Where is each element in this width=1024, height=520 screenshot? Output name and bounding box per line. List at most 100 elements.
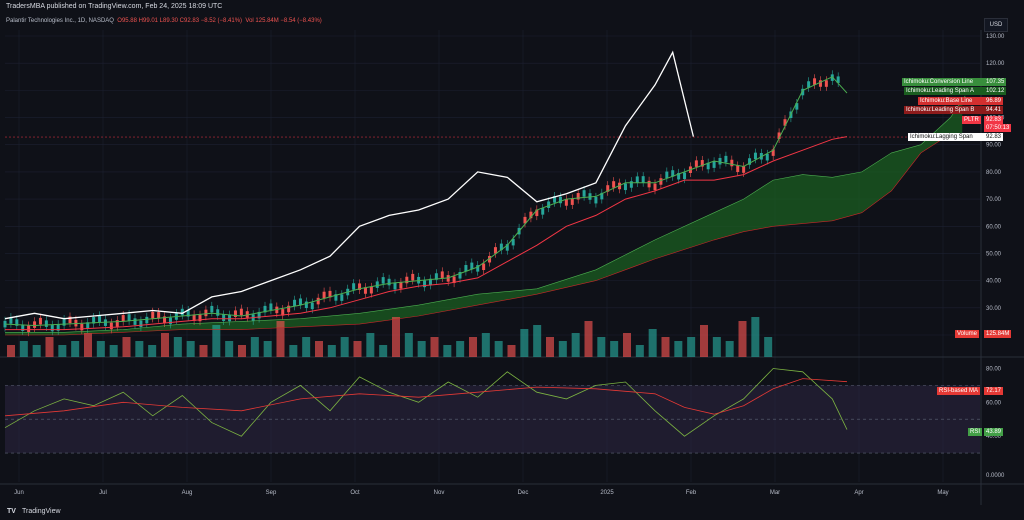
volume-bar <box>494 341 503 357</box>
candle-body <box>694 160 698 167</box>
x-tick-label: Dec <box>518 490 529 496</box>
publisher-bar: TradersMBA published on TradingView.com,… <box>0 0 1024 14</box>
candle-body <box>677 172 681 180</box>
volume-value: 125.84M <box>984 330 1012 338</box>
candle-body <box>168 317 172 325</box>
candle-body <box>411 273 415 281</box>
candle-body <box>476 265 480 272</box>
chart-canvas[interactable]: 130.00120.00110.00100.0090.0080.0070.006… <box>0 0 1024 505</box>
volume-bar <box>430 337 439 357</box>
candle-body <box>263 305 267 313</box>
candle-body <box>505 244 509 251</box>
lagging-span-tag: Ichimoku:Lagging Span <box>908 133 984 141</box>
candle-body <box>109 322 113 330</box>
candle-body <box>98 315 102 322</box>
x-tick-label: Jun <box>14 490 24 496</box>
candle-body <box>186 310 190 317</box>
candle-body <box>641 176 645 183</box>
candle-body <box>216 309 220 316</box>
volume-bar <box>469 337 477 357</box>
footer-brand: TradingView <box>22 508 61 515</box>
candle-body <box>151 311 155 319</box>
x-tick-label: Mar <box>770 490 780 496</box>
volume-bar <box>161 333 169 357</box>
candle-body <box>334 294 338 301</box>
candle-body <box>753 152 757 160</box>
volume-bar <box>225 341 234 357</box>
span-a-tag: Ichimoku:Leading Span A <box>904 87 984 95</box>
candle-body <box>27 325 31 333</box>
volume-bar <box>571 333 580 357</box>
candle-body <box>423 280 427 288</box>
volume-bar <box>45 337 54 357</box>
candle-body <box>629 181 633 188</box>
candle-body <box>358 283 362 290</box>
candle-body <box>328 290 332 298</box>
candle-body <box>771 149 775 156</box>
candle-body <box>606 185 610 192</box>
candle-body <box>198 314 202 322</box>
pltr-tag: PLTR <box>962 116 981 124</box>
candle-body <box>647 180 651 188</box>
candle-body <box>570 198 574 205</box>
candle-body <box>393 282 397 290</box>
candle-body <box>369 286 373 294</box>
candle-body <box>15 319 19 326</box>
rsi-ma-value: 72.17 <box>984 387 1004 395</box>
candle-body <box>440 271 444 278</box>
candle-body <box>434 273 438 280</box>
volume-bar <box>751 317 760 357</box>
volume-bar <box>674 341 683 357</box>
candle-body <box>736 165 740 173</box>
volume-bar <box>507 345 516 357</box>
volume-bar <box>263 341 272 357</box>
volume-bar <box>623 333 631 357</box>
volume-bar <box>392 317 400 357</box>
candle-body <box>671 170 675 177</box>
base-line-value: 96.89 <box>984 97 1004 105</box>
currency-button[interactable]: USD <box>984 18 1008 32</box>
y-tick-label: 90.00 <box>986 143 1002 149</box>
volume-bar <box>327 345 336 357</box>
ichimoku-cloud <box>5 100 963 335</box>
volume-bar <box>135 341 144 357</box>
base-line-tag: Ichimoku:Base Line <box>918 97 984 105</box>
candle-body <box>363 287 367 294</box>
candle-body <box>724 155 728 163</box>
candle-body <box>612 181 616 188</box>
candle-body <box>352 283 356 290</box>
candle-body <box>801 88 805 96</box>
candle-body <box>635 176 639 183</box>
rsi-value: 43.89 <box>984 428 1004 436</box>
conversion-line <box>4 76 848 327</box>
candle-body <box>405 276 409 284</box>
candle-body <box>257 311 261 319</box>
volume-bar <box>84 333 92 357</box>
candle-body <box>287 305 291 313</box>
candle-body <box>56 324 60 331</box>
candle-body <box>748 158 752 165</box>
y-tick-label: 70.00 <box>986 197 1002 203</box>
candle-body <box>742 166 746 173</box>
volume-bar <box>71 341 80 357</box>
candle-body <box>68 316 72 324</box>
leading-span-a-line <box>5 95 966 333</box>
candle-body <box>535 209 539 217</box>
volume-bar <box>533 325 542 357</box>
x-tick-label: Apr <box>854 490 863 496</box>
y-tick-label: 130.00 <box>986 34 1005 40</box>
volume-bar <box>456 341 465 357</box>
candle-body <box>86 322 90 329</box>
candle-body <box>399 282 403 289</box>
volume-bar <box>7 345 15 357</box>
candle-body <box>293 299 297 307</box>
candle-body <box>529 211 533 219</box>
candle-body <box>145 316 149 324</box>
candle-body <box>564 199 568 206</box>
span-a-value: 102.12 <box>984 87 1007 95</box>
candle-body <box>340 294 344 301</box>
candle-body <box>783 119 787 126</box>
volume-bar <box>353 341 362 357</box>
candle-body <box>304 301 308 309</box>
candle-body <box>228 314 232 322</box>
